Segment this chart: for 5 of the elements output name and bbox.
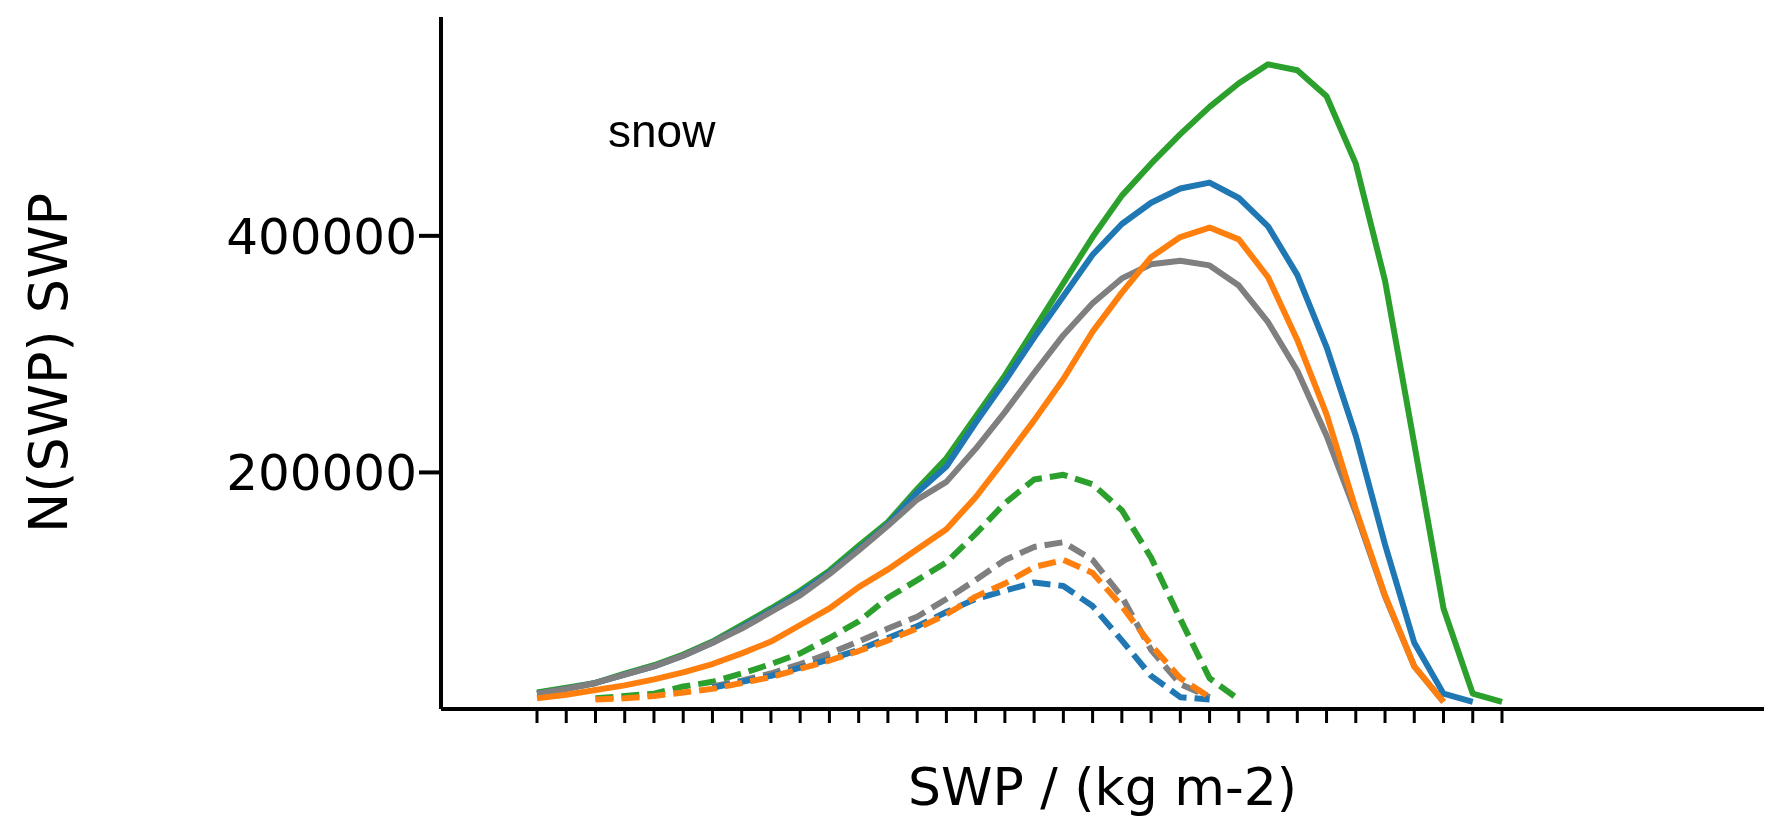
annotation: snow bbox=[608, 104, 716, 158]
x-axis-title: SWP / (kg m-2) bbox=[907, 757, 1298, 817]
y-axis-title: N(SWP) SWP bbox=[17, 192, 81, 534]
y-tick-label: 400000 bbox=[226, 207, 417, 266]
y-tick-label: 200000 bbox=[226, 444, 417, 503]
